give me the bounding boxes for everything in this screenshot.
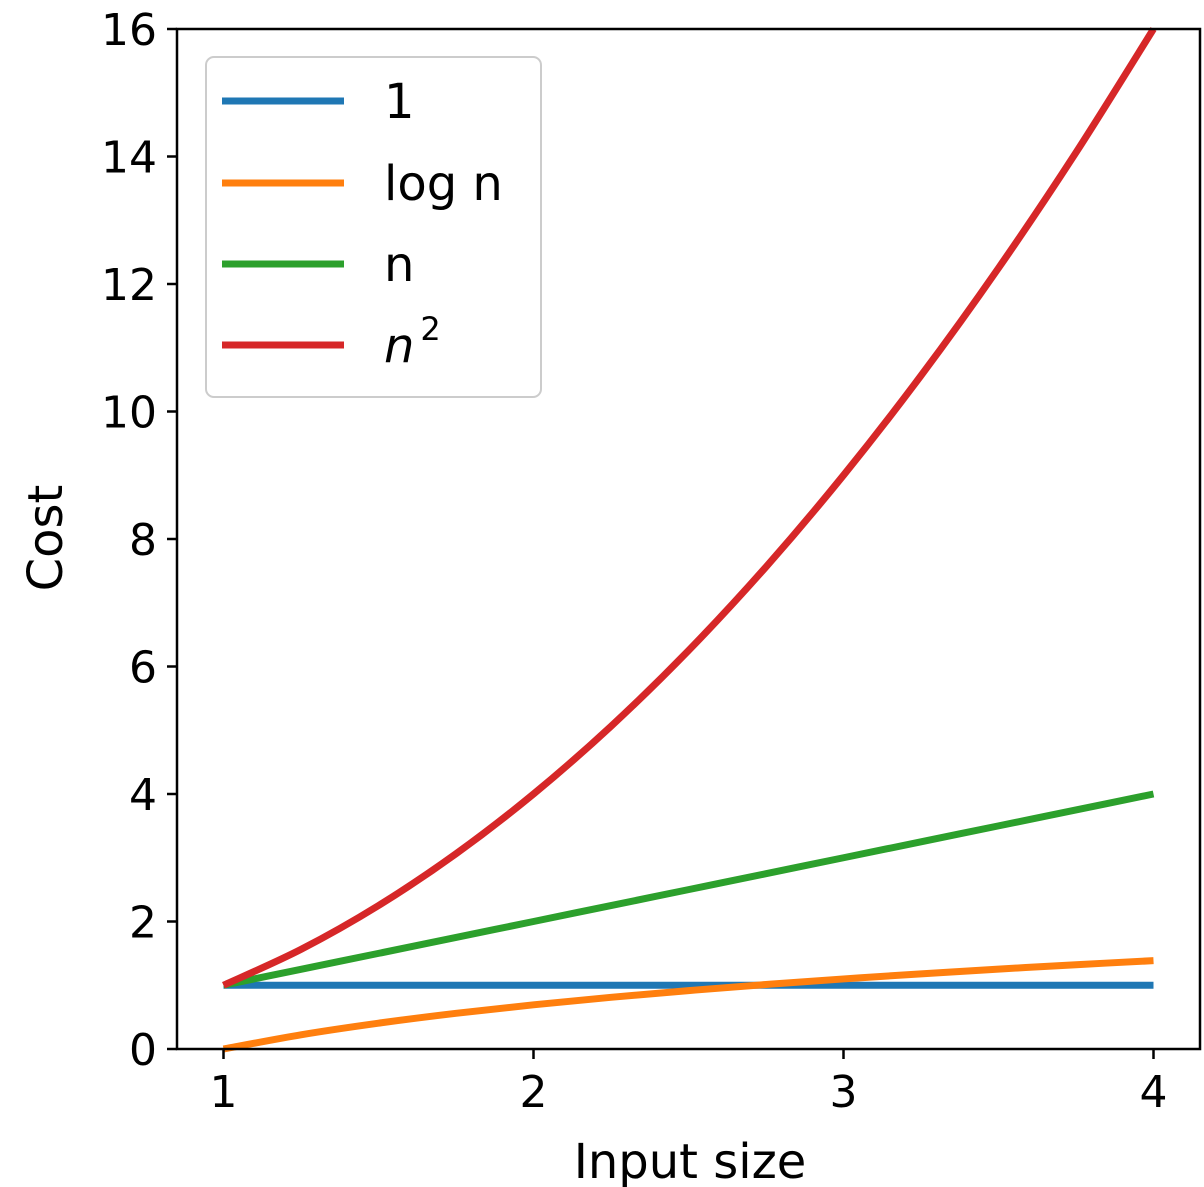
y-tick-label: 4 [129, 770, 157, 821]
legend-label: n [384, 237, 414, 293]
legend-entry-linear: n [222, 237, 414, 293]
y-tick-label: 14 [101, 133, 157, 184]
legend-entry-constant: 1 [222, 74, 415, 130]
series-layer [222, 27, 1157, 1053]
y-tick-label: 2 [129, 898, 157, 949]
x-tick-label: 3 [830, 1067, 858, 1118]
series-line-linear [222, 790, 1155, 989]
y-tick-label: 6 [129, 643, 157, 694]
y-tick-label: 12 [101, 260, 157, 311]
legend-label: log n [384, 156, 503, 212]
series-line-log [222, 957, 1154, 1053]
y-tick-label: 16 [101, 5, 157, 56]
x-axis-label: Input size [574, 1134, 807, 1187]
y-tick-label: 10 [101, 388, 157, 439]
y-tick-label: 8 [129, 515, 157, 566]
x-tick-label: 2 [520, 1067, 548, 1118]
legend-frame [205, 56, 542, 398]
legend-label: 1 [384, 74, 415, 130]
x-tick-label: 4 [1140, 1067, 1168, 1118]
y-tick-label: 0 [129, 1025, 157, 1076]
y-axis-label: Cost [18, 485, 74, 592]
legend-entry-log: log n [222, 156, 503, 212]
x-tick-label: 1 [210, 1067, 238, 1118]
legend: 1 log n n n 2 [205, 56, 542, 398]
series-line-quadratic [222, 27, 1157, 989]
